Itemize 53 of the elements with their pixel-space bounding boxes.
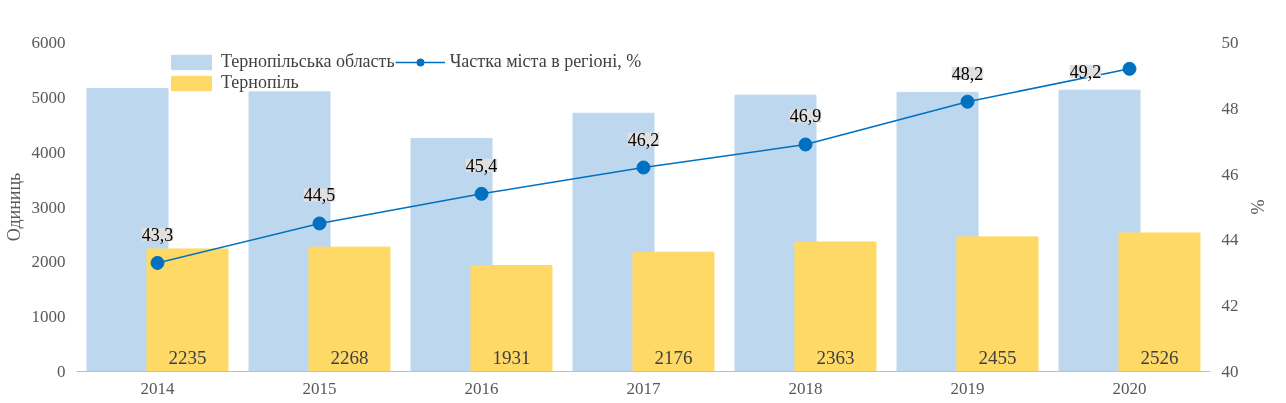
data-label: 46,2 (627, 129, 660, 150)
data-label: 2363 (816, 346, 855, 368)
point (150, 255, 165, 270)
legend-label: Тернопіль (221, 72, 299, 93)
point (636, 160, 651, 175)
y2-tick-label: 48 (1221, 98, 1239, 118)
y-tick-label: 0 (57, 362, 66, 381)
data-label: 45,4 (465, 155, 498, 176)
y2-tick-label: 44 (1221, 230, 1239, 250)
y-tick-label: 2000 (31, 252, 66, 272)
x-tick-label: 2014 (140, 378, 175, 398)
legend-label: Частка міста в регіоні, % (449, 51, 642, 72)
y2-tick-label: 40 (1221, 362, 1239, 381)
y-tick-label: 5000 (31, 87, 66, 107)
data-label: 2235 (168, 346, 207, 368)
legend-label: Тернопільська область (221, 51, 395, 72)
y-tick-label: 6000 (31, 33, 66, 52)
data-label: 43,3 (141, 224, 174, 245)
bar (632, 251, 715, 372)
y2-axis-title: % (1246, 199, 1267, 215)
x-tick-label: 2016 (464, 378, 499, 398)
y-axis-title: Одиниць (3, 172, 24, 242)
x-tick-label: 2019 (950, 378, 985, 398)
point (1122, 61, 1137, 76)
x-tick-label: 2018 (788, 378, 823, 398)
x-tick-label: 2017 (626, 378, 661, 398)
bar (794, 241, 877, 372)
point (312, 216, 327, 231)
point (960, 94, 975, 109)
data-label: 2455 (978, 346, 1017, 368)
bar (308, 246, 391, 372)
data-label: 2268 (330, 346, 369, 368)
data-label: 49,2 (1069, 61, 1102, 82)
bar (1118, 232, 1201, 372)
x-tick-label: 2020 (1112, 378, 1147, 398)
bar (146, 248, 229, 372)
y-tick-label: 3000 (31, 197, 66, 217)
point (798, 137, 813, 152)
data-label: 44,5 (303, 185, 336, 206)
data-label: 46,9 (789, 106, 822, 127)
y-tick-label: 4000 (31, 142, 66, 162)
data-label: 48,2 (951, 63, 984, 84)
y2-tick-label: 46 (1221, 164, 1239, 184)
y2-tick-label: 42 (1221, 296, 1239, 316)
y2-tick-label: 50 (1221, 33, 1239, 52)
data-label: 2526 (1140, 346, 1179, 368)
x-tick-label: 2015 (302, 378, 337, 398)
point (474, 186, 489, 201)
data-label: 1931 (492, 346, 531, 368)
data-label: 2176 (654, 346, 693, 368)
y-tick-label: 1000 (31, 307, 66, 327)
bar (956, 236, 1039, 372)
bar (470, 265, 553, 372)
